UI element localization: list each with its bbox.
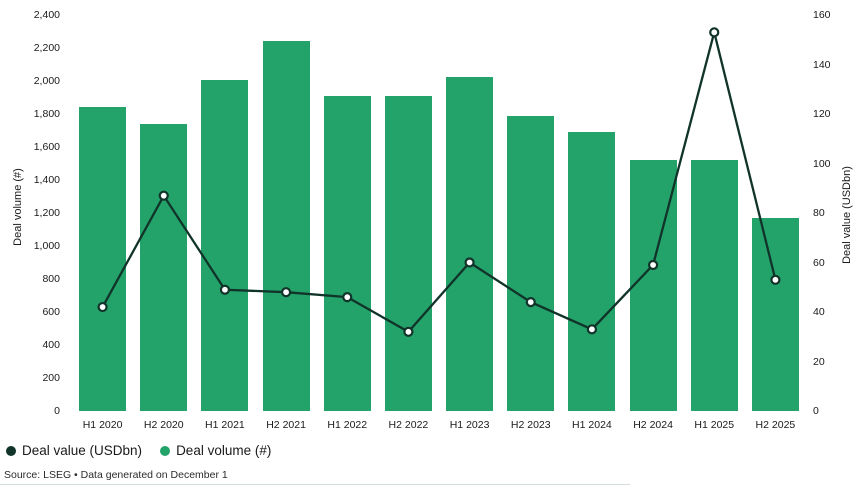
right-axis-tick: 160 — [813, 9, 831, 21]
bar-h2-2021 — [262, 40, 310, 411]
right-axis-title: Deal value (USDbn) — [841, 166, 853, 264]
x-axis-label: H1 2023 — [449, 419, 490, 431]
x-axis-label: H2 2021 — [266, 419, 306, 431]
deal-value-dot-icon — [6, 445, 16, 456]
left-axis-tick: 800 — [42, 273, 60, 285]
x-axis-label: H1 2025 — [694, 419, 735, 431]
left-axis-tick: 200 — [42, 372, 60, 384]
left-axis-tick: 2,200 — [33, 42, 60, 54]
right-axis-tick: 60 — [813, 256, 825, 269]
legend-label: Deal value (USDbn) — [22, 443, 143, 458]
left-axis-tick: 600 — [42, 306, 60, 318]
bar-h1-2022 — [323, 95, 371, 411]
x-axis-label: H1 2021 — [205, 419, 245, 431]
legend: Deal value (USDbn) Deal volume (#) — [6, 443, 271, 458]
bar-h1-2021 — [201, 80, 249, 411]
deal-volume-dot-icon — [160, 445, 171, 456]
bar-h1-2023 — [446, 76, 494, 411]
left-axis-tick: 400 — [42, 339, 60, 351]
bar-h2-2022 — [384, 95, 432, 411]
x-axis-label: H1 2024 — [572, 419, 612, 431]
x-axis-label: H2 2022 — [388, 419, 429, 431]
bar-h2-2020 — [140, 123, 188, 411]
bar-h1-2020 — [79, 107, 127, 411]
right-axis-tick: 120 — [813, 108, 831, 120]
x-axis-label: H2 2020 — [143, 419, 184, 431]
x-axis-label: H2 2025 — [755, 419, 796, 431]
x-axis-label: H2 2024 — [633, 419, 673, 431]
left-axis-tick: 1,800 — [33, 108, 60, 120]
left-axis-tick: 1,400 — [33, 174, 60, 186]
right-axis-tick: 0 — [813, 405, 819, 417]
left-axis-tick: 1,200 — [33, 207, 60, 219]
bottom-divider — [0, 484, 630, 485]
right-axis-tick: 100 — [813, 157, 831, 170]
left-axis-tick: 0 — [54, 405, 60, 417]
right-axis-tick: 140 — [813, 58, 831, 71]
source-note: Source: LSEG • Data generated on Decembe… — [4, 469, 228, 481]
bar-h2-2024 — [629, 160, 677, 411]
legend-item-deal-volume: Deal volume (#) — [160, 443, 271, 458]
x-axis-label: H1 2022 — [327, 419, 368, 431]
right-axis-tick: 80 — [813, 207, 825, 219]
right-axis-tick: 20 — [813, 355, 825, 368]
bar-h1-2024 — [568, 132, 616, 411]
deal-value-marker — [709, 27, 720, 38]
left-axis-tick: 1,000 — [33, 240, 60, 252]
x-axis-label: H2 2023 — [510, 419, 551, 431]
left-axis-tick: 1,600 — [33, 141, 60, 153]
legend-item-deal-value: Deal value (USDbn) — [6, 443, 142, 458]
right-axis-tick: 40 — [813, 306, 825, 318]
x-axis-label: H1 2020 — [82, 419, 123, 431]
left-axis-tick: 2,400 — [33, 9, 60, 21]
bar-h2-2023 — [507, 115, 555, 411]
bar-h1-2025 — [690, 160, 738, 411]
legend-label: Deal volume (#) — [176, 443, 272, 458]
bar-h2-2025 — [751, 217, 799, 411]
left-axis-tick: 2,000 — [33, 75, 60, 87]
